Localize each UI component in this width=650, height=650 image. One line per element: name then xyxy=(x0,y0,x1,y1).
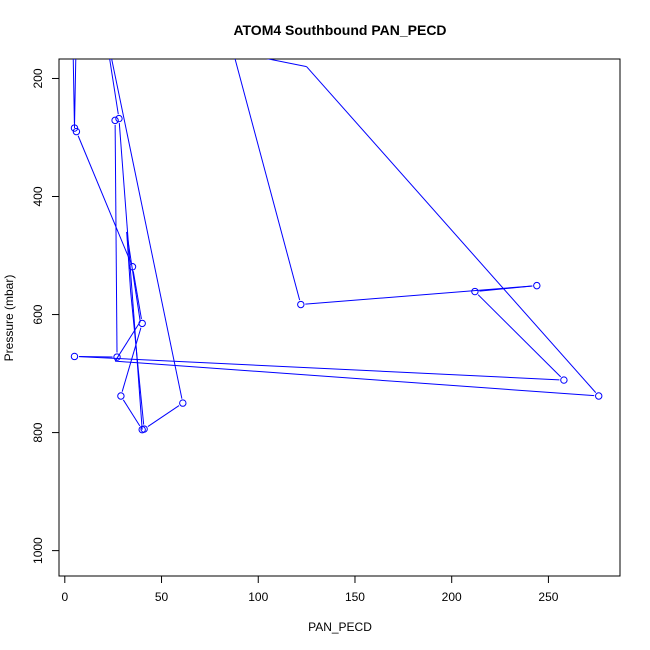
series-segment xyxy=(109,59,119,115)
series-segment xyxy=(126,231,141,322)
y-tick-label: 400 xyxy=(31,186,45,206)
series-segment xyxy=(130,290,145,425)
series-segment xyxy=(118,123,135,324)
x-tick-label: 50 xyxy=(155,590,169,604)
series-segment xyxy=(115,360,595,397)
y-tick-label: 600 xyxy=(31,304,45,324)
data-point xyxy=(70,124,79,132)
data-point xyxy=(111,116,119,125)
y-tick-label: 200 xyxy=(31,68,45,88)
series-segment xyxy=(72,59,75,124)
data-point xyxy=(128,263,137,271)
series-segment xyxy=(234,59,301,301)
x-tick-label: 200 xyxy=(442,590,462,604)
series-segment xyxy=(77,135,132,263)
y-axis: 200 400 600 800 1000 xyxy=(31,68,60,564)
data-point xyxy=(533,281,541,290)
series-segment xyxy=(305,285,533,305)
plot-frame xyxy=(58,58,621,577)
data-point xyxy=(72,127,81,136)
series-segment xyxy=(121,327,142,392)
data-point xyxy=(179,399,187,407)
x-tick-label: 250 xyxy=(538,590,558,604)
chart-title: ATOM4 Southbound PAN_PECD xyxy=(233,22,446,38)
series-segment xyxy=(111,59,183,399)
data-point xyxy=(471,287,479,296)
y-tick-label: 1000 xyxy=(31,537,45,564)
series-segment xyxy=(306,66,597,393)
data-point xyxy=(70,352,79,361)
x-axis-label: PAN_PECD xyxy=(308,620,372,634)
series-segment xyxy=(76,25,229,37)
series-segment xyxy=(73,59,77,129)
data-point xyxy=(115,114,123,123)
data-point xyxy=(560,376,568,384)
series-segment xyxy=(78,356,560,381)
data-point xyxy=(113,353,121,361)
x-tick-label: 0 xyxy=(61,590,68,604)
series-segment xyxy=(122,399,141,427)
series-segment xyxy=(147,405,180,427)
series-layer xyxy=(70,25,603,434)
x-tick-label: 100 xyxy=(248,590,268,604)
series-segment xyxy=(126,231,132,291)
data-point xyxy=(117,392,125,400)
y-tick-label: 800 xyxy=(31,422,45,442)
data-point xyxy=(595,392,603,400)
series-segment xyxy=(477,294,562,378)
x-tick-label: 150 xyxy=(345,590,365,604)
x-axis: 0 50 100 150 200 250 xyxy=(61,575,559,604)
data-point xyxy=(138,319,146,328)
data-point xyxy=(297,300,305,309)
data-point xyxy=(140,425,148,433)
y-axis-label: Pressure (mbar) xyxy=(2,275,16,362)
series-segment xyxy=(132,271,142,320)
series-segment xyxy=(114,124,118,353)
